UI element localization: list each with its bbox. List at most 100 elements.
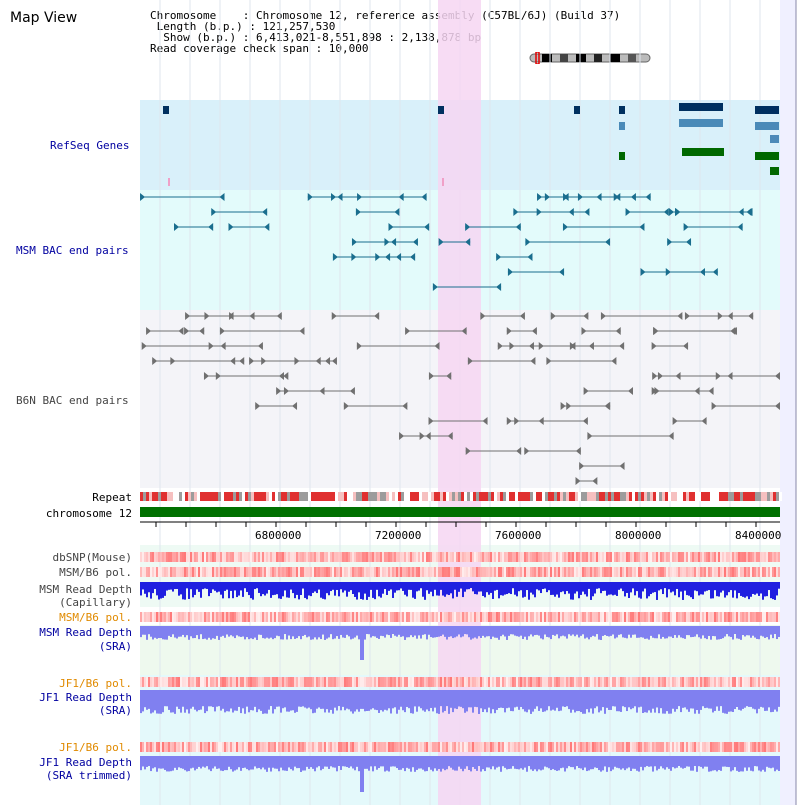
jf1-trim-depth-bin bbox=[438, 756, 440, 770]
jf1-depth-bin bbox=[456, 690, 458, 710]
msm-pol-bin bbox=[624, 567, 626, 577]
repeat-bin bbox=[449, 492, 452, 501]
track-label-jf1-trim[interactable]: JF1 Read Depth bbox=[39, 756, 132, 769]
jf1-pol-bin bbox=[652, 677, 654, 687]
jf1-pol-bin bbox=[758, 677, 760, 687]
jf1-depth-bin bbox=[604, 690, 606, 714]
track-label-jf1-pol[interactable]: JF1/B6 pol. bbox=[59, 677, 132, 690]
jf1-depth-bin bbox=[380, 690, 382, 711]
jf1-depth-bin bbox=[306, 690, 308, 709]
jf1-pol-bin bbox=[272, 677, 274, 687]
jf1-pol-bin bbox=[416, 677, 418, 687]
msm-bac-pair-end bbox=[264, 223, 270, 231]
msm-sra-depth-bin bbox=[174, 626, 176, 638]
jf1-pol-bin bbox=[436, 677, 438, 687]
msm-sra-depth-bin bbox=[368, 626, 370, 635]
repeat-bin bbox=[758, 492, 761, 501]
msm-pol-bin bbox=[340, 567, 342, 577]
msm-pol-bin bbox=[560, 567, 562, 577]
msm-sra-depth-bin bbox=[448, 626, 450, 637]
track-label-dbsnp[interactable]: dbSNP(Mouse) bbox=[52, 551, 132, 564]
jf1-pol2-bin bbox=[546, 742, 548, 752]
msm-pol2-bin bbox=[694, 612, 696, 622]
track-label-b6n-bac[interactable]: B6N BAC end pairs bbox=[16, 394, 129, 407]
jf1-depth-bin bbox=[552, 690, 554, 710]
msm-sra-depth-bin bbox=[336, 626, 338, 637]
msm-pol-bin bbox=[188, 567, 190, 577]
msm-cap-depth-bin bbox=[746, 582, 748, 597]
dbsnp-bin bbox=[208, 552, 210, 562]
chromosome-ideogram[interactable] bbox=[528, 52, 654, 64]
repeat-bin bbox=[500, 492, 503, 501]
track-label-msm-bac[interactable]: MSM BAC end pairs bbox=[16, 244, 129, 257]
jf1-trim-depth-bin bbox=[560, 756, 562, 769]
track-label-msm-b6-pol[interactable]: MSM/B6 pol. bbox=[59, 566, 132, 579]
b6n-bac-pair-end bbox=[219, 327, 225, 335]
track-label-msm-depth-cap[interactable]: MSM Read Depth bbox=[39, 583, 132, 596]
jf1-trim-depth-bin bbox=[476, 756, 478, 771]
msm-pol2-bin bbox=[594, 612, 596, 622]
repeat-bin bbox=[692, 492, 695, 501]
track-label-msm-b6-pol-2[interactable]: MSM/B6 pol. bbox=[59, 611, 132, 624]
jf1-trim-depth-bin bbox=[276, 756, 278, 769]
msm-pol2-bin bbox=[758, 612, 760, 622]
jf1-trim-depth-bin bbox=[504, 756, 506, 768]
msm-pol-bin bbox=[568, 567, 570, 577]
track-label-refseq[interactable]: RefSeq Genes bbox=[50, 139, 130, 152]
jf1-depth-bin bbox=[264, 690, 266, 714]
track-label-chromosome[interactable]: chromosome 12 bbox=[45, 507, 132, 520]
msm-pol2-bin bbox=[152, 612, 154, 622]
jf1-pol-bin bbox=[704, 677, 706, 687]
dbsnp-bin bbox=[502, 552, 504, 562]
msm-pol-bin bbox=[732, 567, 734, 577]
dbsnp-bin bbox=[744, 552, 746, 562]
dbsnp-bin bbox=[416, 552, 418, 562]
msm-pol-bin bbox=[570, 567, 572, 577]
track-label-jf1-depth[interactable]: JF1 Read Depth bbox=[39, 691, 132, 704]
track-label-msm-depth-sra[interactable]: MSM Read Depth bbox=[39, 626, 132, 639]
repeat-bin bbox=[614, 492, 617, 501]
dbsnp-bin bbox=[618, 552, 620, 562]
repeat-bin bbox=[467, 492, 470, 501]
dbsnp-bin bbox=[636, 552, 638, 562]
dbsnp-bin bbox=[242, 552, 244, 562]
msm-pol-bin bbox=[586, 567, 588, 577]
jf1-depth-bin bbox=[410, 690, 412, 714]
refseq-marker bbox=[442, 178, 444, 186]
dbsnp-bin bbox=[278, 552, 280, 562]
msm-pol-bin bbox=[316, 567, 318, 577]
jf1-pol-bin bbox=[218, 677, 220, 687]
jf1-pol-bin bbox=[268, 677, 270, 687]
msm-sra-depth-bin bbox=[374, 626, 376, 637]
jf1-pol-bin bbox=[542, 677, 544, 687]
track-label-repeat[interactable]: Repeat bbox=[92, 491, 132, 504]
jf1-trim-depth-bin bbox=[722, 756, 724, 767]
msm-cap-depth-bin bbox=[254, 582, 256, 590]
msm-pol2-bin bbox=[636, 612, 638, 622]
jf1-depth-bin bbox=[582, 690, 584, 714]
msm-pol2-bin bbox=[526, 612, 528, 622]
track-label-jf1-pol-2[interactable]: JF1/B6 pol. bbox=[59, 741, 132, 754]
msm-sra-depth-bin bbox=[210, 626, 212, 640]
msm-bac-pair-end bbox=[211, 208, 217, 216]
jf1-pol2-bin bbox=[342, 742, 344, 752]
msm-pol2-bin bbox=[182, 612, 184, 622]
msm-sra-depth-bin bbox=[558, 626, 560, 639]
msm-cap-depth-bin bbox=[448, 582, 450, 596]
msm-cap-depth-bin bbox=[352, 582, 354, 595]
b6n-bac-pair-end bbox=[331, 357, 337, 365]
jf1-pol2-bin bbox=[422, 742, 424, 752]
jf1-pol2-bin bbox=[738, 742, 740, 752]
msm-sra-depth-bin bbox=[370, 626, 372, 638]
msm-pol-bin bbox=[536, 567, 538, 577]
msm-pol2-bin bbox=[314, 612, 316, 622]
jf1-pol-bin bbox=[296, 677, 298, 687]
msm-pol2-bin bbox=[354, 612, 356, 622]
jf1-depth-bin bbox=[404, 690, 406, 713]
jf1-depth-bin bbox=[578, 690, 580, 712]
jf1-depth-bin bbox=[196, 690, 198, 712]
msm-pol2-bin bbox=[424, 612, 426, 622]
msm-pol2-bin bbox=[678, 612, 680, 622]
msm-pol-bin bbox=[162, 567, 164, 577]
